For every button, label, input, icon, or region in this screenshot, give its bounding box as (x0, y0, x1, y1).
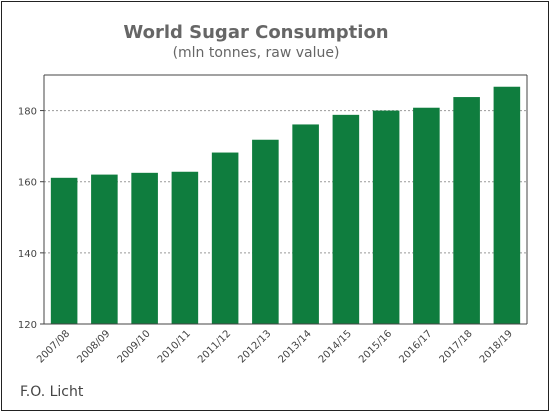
x-tick-label: 2008/09 (75, 328, 112, 365)
chart-subtitle: (mln tonnes, raw value) (172, 45, 340, 61)
bar-2008-09 (91, 174, 118, 324)
x-tick-label: 2015/16 (357, 328, 394, 365)
x-tick-label: 2011/12 (196, 328, 233, 365)
y-tick-label: 180 (18, 107, 37, 118)
bar-2014-15 (332, 114, 360, 324)
x-tick-label: 2018/19 (478, 328, 515, 365)
x-tick-label: 2012/13 (236, 328, 273, 365)
bar-2011-12 (211, 152, 239, 324)
bar-2010-11 (171, 171, 199, 324)
bar-2017-18 (453, 97, 480, 324)
bar-2007-08 (50, 177, 78, 324)
bar-2009-10 (131, 172, 158, 324)
x-tick-label: 2009/10 (116, 328, 153, 365)
y-tick-label: 140 (18, 249, 37, 260)
bar-2018-19 (493, 86, 521, 324)
chart-title: World Sugar Consumption (123, 22, 389, 43)
x-tick-label: 2017/18 (438, 328, 475, 365)
y-tick-label: 120 (18, 320, 37, 331)
bar-2012-13 (252, 139, 279, 324)
x-tick-label: 2013/14 (277, 328, 314, 365)
bar-2013-14 (292, 124, 319, 325)
x-tick-label: 2010/11 (156, 328, 193, 365)
source-label: F.O. Licht (20, 384, 84, 400)
x-tick-label: 2014/15 (317, 328, 354, 365)
x-tick-label: 2007/08 (35, 328, 72, 365)
bar-2016-17 (413, 107, 440, 325)
y-tick-label: 160 (18, 178, 37, 189)
bar-2015-16 (372, 110, 400, 324)
x-tick-label: 2016/17 (397, 328, 434, 365)
